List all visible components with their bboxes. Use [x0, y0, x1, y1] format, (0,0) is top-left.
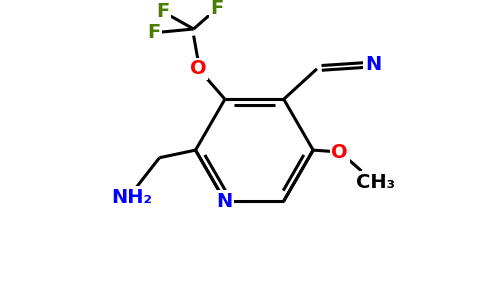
Text: O: O: [332, 142, 348, 161]
Text: F: F: [157, 2, 170, 21]
Text: F: F: [211, 0, 224, 18]
Text: NH₂: NH₂: [111, 188, 152, 207]
Text: N: N: [216, 192, 232, 211]
Text: CH₃: CH₃: [356, 173, 395, 192]
Text: N: N: [365, 55, 381, 74]
Text: O: O: [190, 59, 207, 78]
Text: F: F: [147, 23, 160, 42]
